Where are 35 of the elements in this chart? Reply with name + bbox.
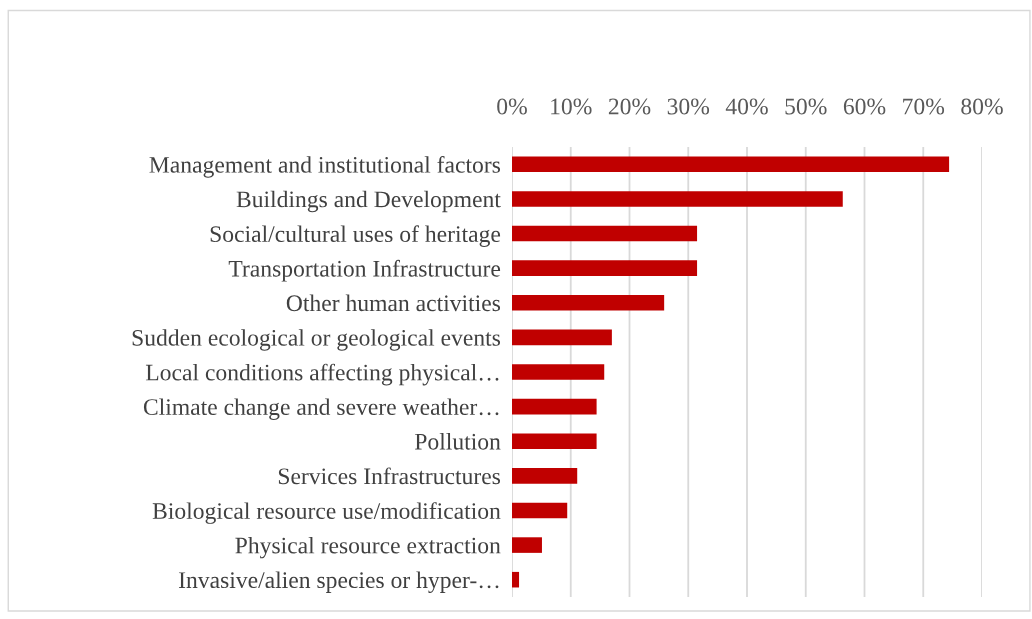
y-tick-label: Services Infrastructures [278, 467, 501, 485]
bar [512, 502, 568, 519]
y-tick-label: Local conditions affecting physical… [145, 363, 499, 386]
y-tick-label: Buildings and Development [236, 190, 501, 213]
y-tick-label: Climate change and severe weather… [143, 398, 499, 420]
x-tick-label: 50% [785, 98, 827, 115]
bar [512, 364, 605, 380]
bar [512, 398, 597, 415]
bar [512, 294, 665, 311]
x-tick-label: 0% [497, 98, 527, 115]
bar [512, 260, 698, 276]
y-tick-label: Transportation Infrastructure [228, 259, 501, 282]
x-tick-label: 70% [903, 98, 945, 115]
y-tick-label: Social/cultural uses of heritage [210, 225, 501, 247]
bar [512, 571, 520, 588]
x-tick-label: 20% [608, 98, 651, 115]
bar [512, 156, 950, 173]
y-tick-label: Other human activities [286, 294, 501, 312]
bar [512, 191, 843, 207]
y-tick-label: Biological resource use/modification [152, 502, 501, 524]
bar [512, 329, 612, 346]
x-tick-label: 40% [725, 98, 768, 115]
x-tick-label: 10% [551, 98, 592, 115]
bar [512, 433, 597, 450]
y-tick-label: Management and institutional factors [149, 156, 501, 178]
x-tick-label: 30% [667, 98, 710, 115]
x-tick-label: 80% [961, 98, 1003, 115]
bar [512, 225, 698, 242]
bar [512, 468, 578, 484]
x-tick-label: 60% [843, 98, 886, 115]
y-tick-label: Invasive/alien species or hyper-… [178, 571, 499, 593]
y-tick-label: Pollution [414, 433, 501, 450]
bar [512, 537, 542, 553]
y-tick-label: Physical resource extraction [235, 536, 501, 559]
y-tick-label: Sudden ecological or geological events [132, 329, 501, 351]
